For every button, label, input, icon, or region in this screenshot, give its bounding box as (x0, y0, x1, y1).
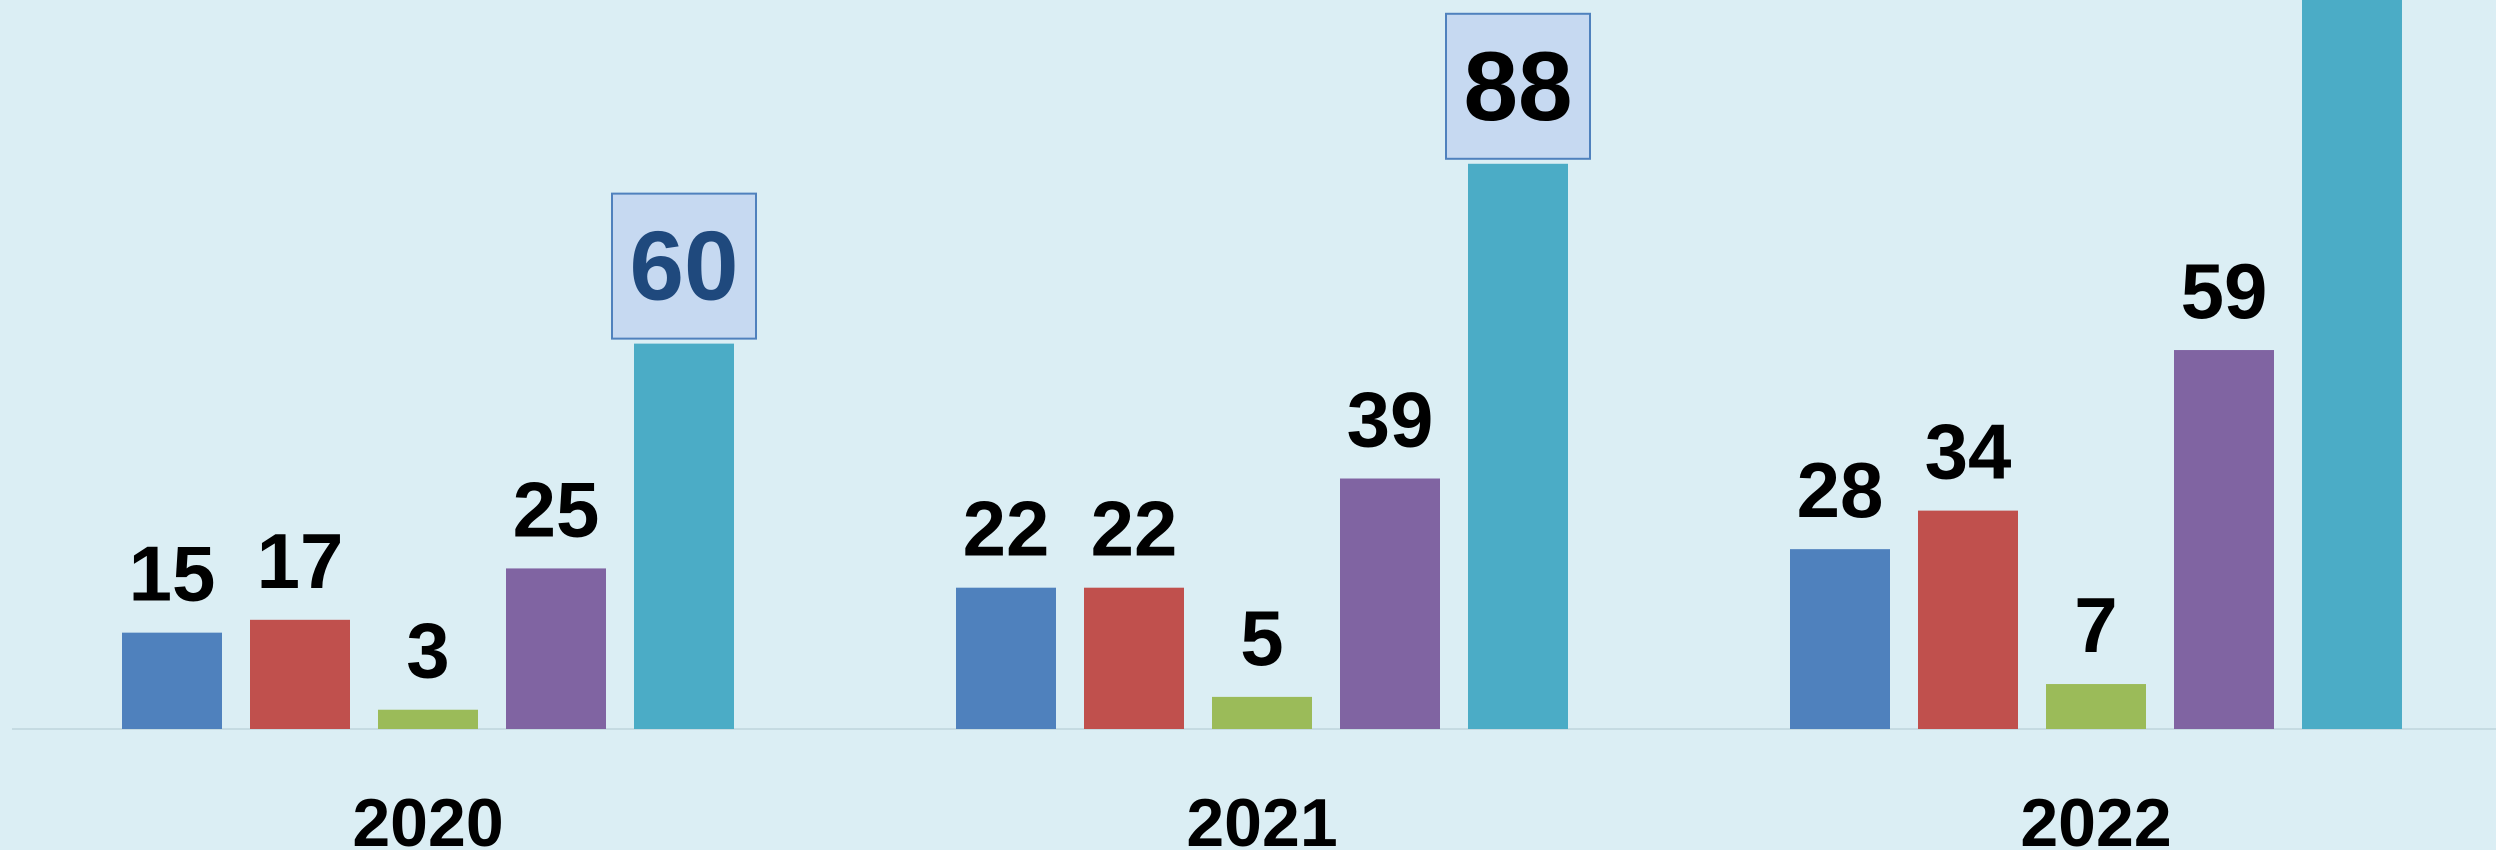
label-box (611, 192, 757, 340)
data-label: 25 (513, 465, 600, 553)
data-label: 22 (963, 485, 1050, 573)
bar (634, 343, 734, 729)
bar (378, 709, 478, 729)
data-label: 88 (1463, 31, 1572, 141)
data-label: 28 (1797, 446, 1884, 534)
data-label: 17 (257, 517, 344, 605)
bar (1790, 549, 1890, 729)
bar (1468, 163, 1568, 730)
bar (250, 619, 350, 729)
bar (2046, 684, 2146, 729)
x-tick-label: 2021 (1186, 785, 1337, 850)
data-label: 3 (406, 607, 449, 695)
bar (1340, 478, 1440, 729)
bar (1084, 587, 1184, 729)
data-label: 39 (1347, 376, 1434, 464)
data-label: 5 (1240, 594, 1283, 682)
bar (2174, 350, 2274, 729)
bar (956, 587, 1056, 729)
data-label: 22 (1091, 485, 1178, 573)
bar (506, 568, 606, 729)
data-label: 7 (2074, 581, 2117, 669)
x-tick-label: 2022 (2020, 785, 2171, 850)
bar (2302, 0, 2402, 730)
x-tick-label: 2020 (352, 785, 503, 850)
label-box (1445, 12, 1591, 160)
data-label: 60 (629, 211, 738, 321)
bar (1918, 510, 2018, 729)
data-label: 59 (2181, 247, 2268, 335)
data-label: 34 (1925, 408, 2012, 496)
data-label: 15 (129, 530, 216, 618)
bar (1212, 696, 1312, 729)
bar (122, 632, 222, 729)
